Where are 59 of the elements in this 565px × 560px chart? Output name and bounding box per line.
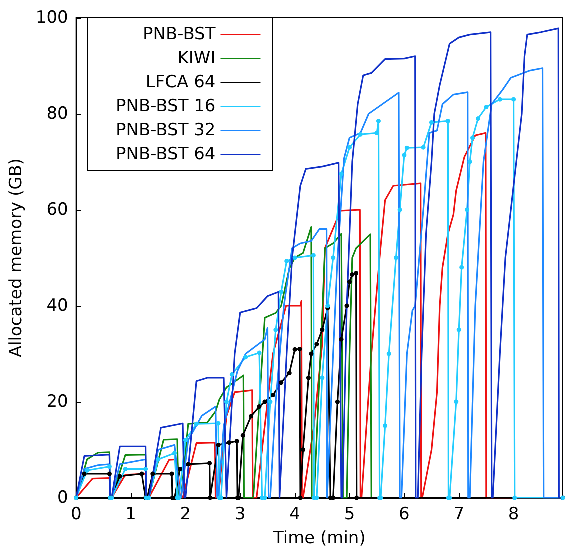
x-axis-title: Time (min) bbox=[272, 528, 366, 548]
point bbox=[314, 342, 320, 347]
point bbox=[262, 400, 268, 404]
point bbox=[335, 400, 340, 404]
x-tick-label: 1 bbox=[126, 504, 136, 524]
point bbox=[107, 472, 112, 476]
legend-label: LFCA 64 bbox=[146, 72, 216, 92]
y-tick-label: 60 bbox=[46, 200, 68, 220]
y-axis-title: Allocated memory (GB) bbox=[6, 158, 26, 358]
y-tick-label: 0 bbox=[58, 488, 68, 508]
point bbox=[306, 376, 311, 380]
x-tick-label: 7 bbox=[454, 504, 465, 524]
point bbox=[354, 496, 360, 500]
point bbox=[301, 448, 306, 452]
y-tick-label: 40 bbox=[46, 296, 68, 316]
x-tick-label: 8 bbox=[508, 504, 520, 524]
y-tick-label: 20 bbox=[46, 392, 68, 412]
legend-label: KIWI bbox=[178, 48, 216, 68]
point bbox=[292, 347, 298, 352]
x-tick-label: 6 bbox=[399, 504, 410, 524]
point bbox=[140, 472, 144, 476]
point bbox=[320, 328, 325, 332]
point bbox=[208, 461, 212, 466]
legend-label: PNB-BST 32 bbox=[116, 120, 216, 140]
point bbox=[227, 440, 232, 446]
x-tick-label: 0 bbox=[70, 504, 82, 524]
point bbox=[298, 346, 302, 352]
point bbox=[354, 271, 359, 276]
x-tick-label: 5 bbox=[344, 504, 356, 524]
legend-label: PNB-BST 64 bbox=[116, 144, 216, 164]
point bbox=[279, 380, 284, 386]
point bbox=[344, 304, 350, 308]
point bbox=[240, 433, 246, 438]
point bbox=[350, 272, 355, 278]
point bbox=[309, 352, 314, 356]
x-tick-label: 2 bbox=[180, 504, 192, 524]
point bbox=[257, 404, 262, 410]
point bbox=[208, 496, 213, 500]
point bbox=[234, 439, 240, 444]
point bbox=[270, 393, 276, 398]
point bbox=[178, 466, 182, 472]
legend-label: PNB-BST bbox=[143, 24, 216, 44]
point bbox=[150, 472, 156, 476]
point bbox=[331, 496, 336, 500]
point bbox=[348, 280, 352, 284]
point bbox=[287, 370, 292, 376]
point bbox=[186, 462, 191, 467]
y-tick-label: 80 bbox=[46, 104, 68, 124]
x-tick-label: 4 bbox=[290, 504, 300, 524]
x-tick-label: 3 bbox=[234, 504, 246, 524]
point bbox=[118, 474, 122, 479]
legend-label: PNB-BST 16 bbox=[116, 96, 216, 116]
point bbox=[82, 472, 87, 476]
y-tick-label: 100 bbox=[36, 8, 68, 28]
point bbox=[339, 337, 344, 342]
point bbox=[216, 442, 221, 448]
point bbox=[298, 496, 303, 500]
point bbox=[249, 414, 254, 419]
point bbox=[170, 472, 174, 476]
